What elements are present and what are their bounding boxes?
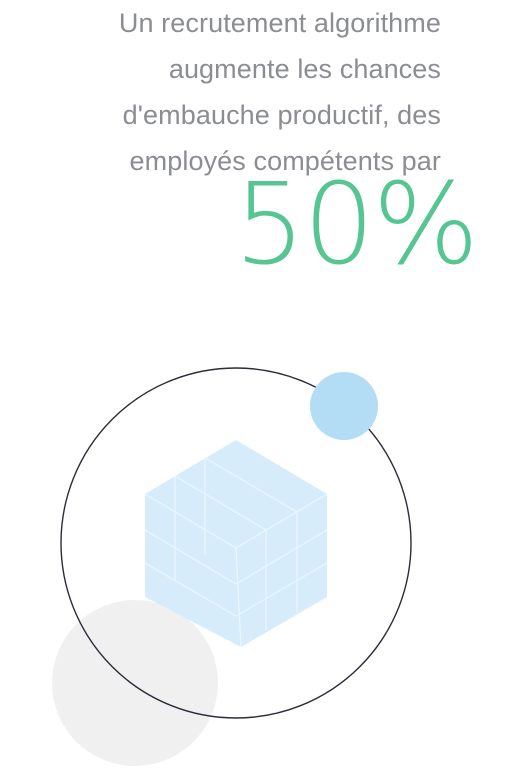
- gray-dot-icon: [52, 600, 218, 766]
- headline-text: Un recrutement algorithme augmente les c…: [1, 0, 441, 184]
- stat-percentage: 50%: [234, 160, 479, 290]
- headline-line-2: augmente les chances: [168, 54, 441, 84]
- illustration: [52, 367, 412, 766]
- headline-line-3: d'embauche productif, des: [122, 100, 441, 130]
- headline-line-1: Un recrutement algorithme: [118, 8, 441, 38]
- blue-dot-icon: [310, 372, 378, 440]
- orbit-ring-icon: [60, 367, 412, 719]
- hexagon-icon: [144, 440, 328, 648]
- headline-line-4: employés compétents par: [129, 146, 441, 176]
